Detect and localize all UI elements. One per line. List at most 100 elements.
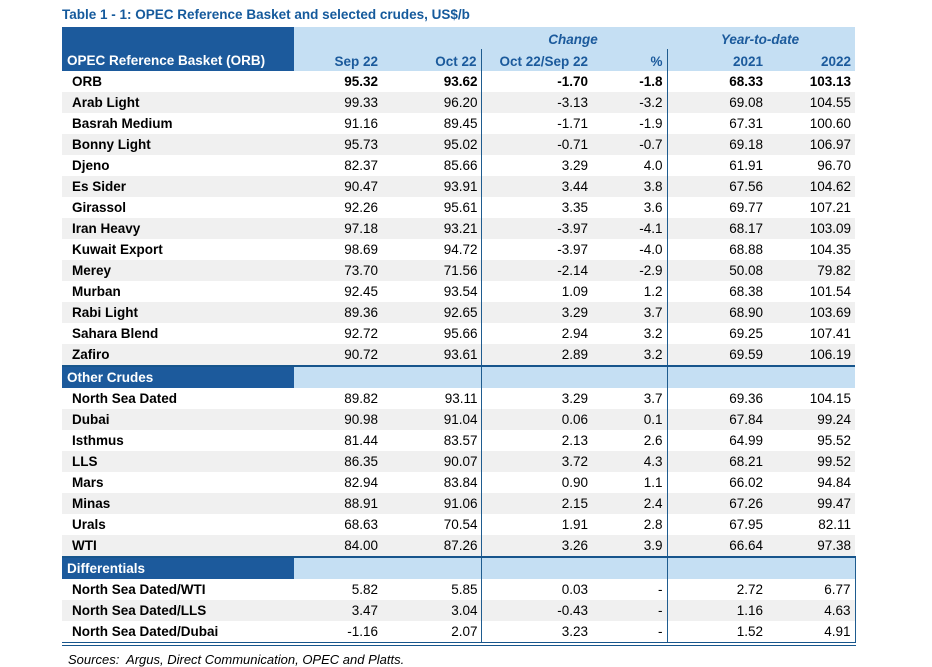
cell-oct22: 87.26	[382, 535, 481, 557]
cell-oct22: 89.45	[443, 116, 478, 131]
cell-2021: 68.33	[666, 71, 768, 92]
cell-sep22: -1.16	[294, 621, 382, 646]
cell-2021: 68.38	[666, 281, 768, 302]
table-body: ORB 95.32 93.62 -1.70 -1.8 68.33 103.13 Arab Li…	[62, 71, 856, 646]
section-header-fill	[767, 556, 856, 579]
cell-2021: 67.26	[666, 493, 768, 514]
cell-pct: -1.9	[639, 116, 663, 131]
cell-oct22: 85.66	[443, 158, 478, 173]
cell-2022: 95.52	[817, 433, 852, 448]
table-row: Girassol 92.26 95.61 3.35 3.6 69.77 107.21	[62, 197, 855, 218]
cell-change: 3.23	[480, 621, 592, 646]
cell-change: 3.72	[480, 451, 592, 472]
cell-2021: 1.52	[666, 621, 768, 646]
section-header-fill	[480, 556, 592, 579]
cell-sep22: 82.37	[344, 158, 378, 173]
section-header-fill	[294, 556, 382, 579]
cell-change: 2.15	[480, 493, 592, 514]
section-header-fill	[666, 556, 768, 579]
row-label: Urals	[72, 517, 106, 532]
cell-2022: 79.82	[767, 260, 856, 281]
table-row: ORB 95.32 93.62 -1.70 -1.8 68.33 103.13	[62, 71, 855, 92]
cell-pct: 3.7	[643, 391, 663, 406]
cell-2022: 103.13	[809, 74, 852, 89]
cell-2022: 99.24	[767, 409, 856, 430]
row-label: LLS	[62, 451, 294, 472]
cell-2022: 107.21	[809, 200, 852, 215]
cell-2021: 61.91	[666, 155, 768, 176]
cell-pct: -1.8	[639, 74, 663, 89]
row-label: ORB	[72, 74, 102, 89]
cell-change: 3.44	[480, 176, 592, 197]
cell-pct: -	[592, 621, 668, 646]
cell-2021: 68.17	[666, 218, 768, 239]
cell-2022: 99.52	[767, 451, 856, 472]
cell-pct: -4.0	[639, 242, 663, 257]
section-header-fill	[382, 365, 481, 388]
group-header-change: Change	[481, 27, 668, 49]
cell-sep22: 92.45	[344, 284, 378, 299]
section-header-fill	[592, 365, 668, 388]
sources-note: Sources: Argus, Direct Communication, OP…	[68, 652, 405, 667]
table-row: North Sea Dated/WTI 5.82 5.85 0.03 -2.72 6.77	[62, 579, 856, 600]
cell-2022: 106.19	[767, 344, 856, 366]
cell-sep22: 68.63	[344, 517, 378, 532]
cell-sep22: 3.47	[294, 600, 382, 621]
cell-2021: 1.16	[666, 600, 768, 621]
table-row: Es Sider 90.47 93.91 3.44 3.8 67.56 104.62	[62, 176, 856, 197]
cell-change: -3.13	[480, 92, 592, 113]
cell-change: 3.29	[480, 388, 592, 409]
table-row: WTI 84.00 87.26 3.26 3.9 66.64 97.38	[62, 535, 856, 557]
cell-sep22: 95.73	[294, 134, 382, 155]
section-header-fill	[666, 365, 768, 388]
cell-2022: 94.84	[817, 475, 852, 490]
cell-2022: 4.91	[767, 621, 856, 646]
cell-oct22: 91.06	[382, 493, 481, 514]
cell-change: 0.06	[480, 409, 592, 430]
cell-sep22: 91.16	[344, 116, 378, 131]
row-label: North Sea Dated/WTI	[72, 582, 206, 597]
cell-change: -3.97	[480, 218, 592, 239]
cell-pct: 3.2	[592, 344, 668, 366]
column-header-change: Oct 22/Sep 22	[480, 49, 592, 71]
cell-pct: 3.8	[592, 176, 668, 197]
cell-2021: 68.90	[666, 302, 768, 323]
section-header-row: Other Crudes	[62, 365, 856, 388]
cell-pct: 2.8	[643, 517, 663, 532]
cell-change: 0.03	[480, 579, 592, 600]
cell-change: 1.09	[480, 281, 592, 302]
row-label: Murban	[72, 284, 121, 299]
cell-change: -1.70	[480, 71, 592, 92]
table-row: Isthmus 81.44 83.57 2.13 2.6 64.99 95.52	[62, 430, 855, 451]
row-label: Sahara Blend	[72, 326, 159, 341]
cell-sep22: 90.98	[294, 409, 382, 430]
cell-2022: 101.54	[809, 284, 852, 299]
group-header-row: OPEC Reference Basket (ORB) Change Year-…	[62, 27, 856, 71]
opec-crudes-table: OPEC Reference Basket (ORB) Change Year-…	[62, 27, 856, 646]
cell-2022: 96.70	[817, 158, 852, 173]
cell-pct: 1.1	[643, 475, 663, 490]
column-header-2021: 2021	[666, 49, 768, 71]
section-header-fill	[767, 365, 856, 388]
table-row: North Sea Dated 89.82 93.11 3.29 3.7 69.36 104…	[62, 388, 855, 409]
row-label: North Sea Dated/Dubai	[62, 621, 294, 646]
row-label: North Sea Dated	[72, 391, 178, 406]
row-label: Bonny Light	[62, 134, 294, 155]
section-header-fill	[480, 365, 592, 388]
cell-sep22: 89.82	[344, 391, 378, 406]
cell-oct22: 96.20	[382, 92, 481, 113]
cell-sep22: 98.69	[344, 242, 378, 257]
table-row: Murban 92.45 93.54 1.09 1.2 68.38 101.54	[62, 281, 855, 302]
cell-2021: 69.18	[666, 134, 768, 155]
row-label: Mars	[72, 475, 104, 490]
cell-pct: 4.0	[643, 158, 663, 173]
cell-oct22: 93.61	[382, 344, 481, 366]
cell-pct: 4.3	[592, 451, 668, 472]
cell-2021: 66.02	[666, 472, 768, 493]
cell-pct: -4.1	[592, 218, 668, 239]
cell-2021: 69.36	[666, 388, 768, 409]
cell-2022: 104.35	[809, 242, 852, 257]
row-label: WTI	[62, 535, 294, 557]
cell-sep22: 92.72	[344, 326, 378, 341]
cell-2021: 67.95	[666, 514, 768, 535]
